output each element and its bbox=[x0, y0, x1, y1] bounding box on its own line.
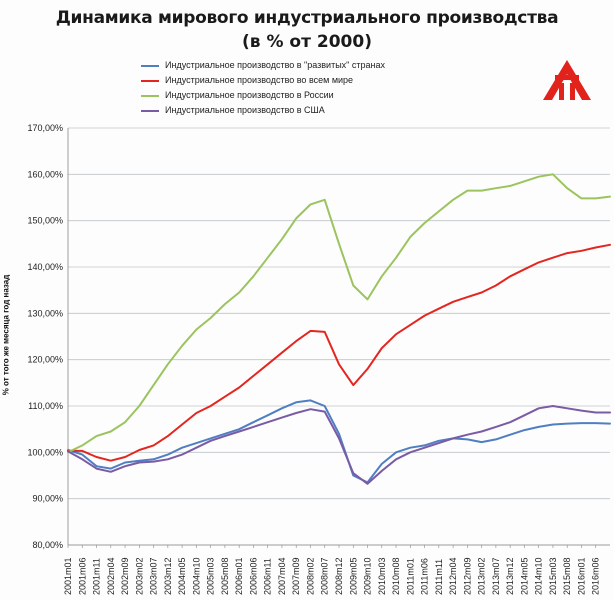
x-tick-label: 2001m11 bbox=[92, 558, 102, 595]
x-tick-label: 2008m12 bbox=[334, 557, 344, 595]
y-tick-label: 90,00% bbox=[32, 494, 63, 504]
y-tick-label: 100,00% bbox=[27, 447, 63, 457]
legend-label-world: Индустриальное производство во всем мире bbox=[165, 75, 354, 85]
x-tick-label: 2007m09 bbox=[291, 557, 301, 595]
x-tick-label: 2003m12 bbox=[163, 557, 173, 595]
x-tick-label: 2010m08 bbox=[391, 557, 401, 595]
x-tick-label: 2004m10 bbox=[191, 557, 201, 595]
x-tick-label: 2011m06 bbox=[420, 558, 430, 595]
x-tick-label: 2003m02 bbox=[134, 557, 144, 595]
x-tick-label: 2008m07 bbox=[320, 557, 330, 595]
series-line-3 bbox=[67, 405, 611, 485]
x-tick-label: 2009m05 bbox=[348, 557, 358, 595]
legend-item-usa: Индустриальное производство в США bbox=[141, 103, 385, 118]
y-tick-label: 150,00% bbox=[27, 216, 63, 226]
legend-swatch-world bbox=[141, 80, 159, 82]
y-tick-label: 170,00% bbox=[27, 123, 63, 133]
x-tick-label: 2016m01 bbox=[576, 557, 586, 595]
x-tick-label: 2001m06 bbox=[77, 557, 87, 595]
chart-series bbox=[67, 173, 611, 485]
x-tick-label: 2007m04 bbox=[277, 557, 287, 595]
x-tick-label: 2013m07 bbox=[491, 557, 501, 595]
x-tick-label: 2015m08 bbox=[562, 557, 572, 595]
y-tick-label: 140,00% bbox=[27, 262, 63, 272]
x-tick-label: 2016m06 bbox=[591, 557, 601, 595]
legend-item-developed: Индустриальное производство в "развитых"… bbox=[141, 58, 385, 73]
x-tick-label: 2009m10 bbox=[363, 557, 373, 595]
legend-label-usa: Индустриальное производство в США bbox=[165, 105, 325, 115]
y-tick-label: 160,00% bbox=[27, 169, 63, 179]
x-tick-label: 2003m07 bbox=[149, 557, 159, 595]
x-tick-label: 2012m09 bbox=[462, 557, 472, 595]
chart-title-line-1: Динамика мирового индустриального произв… bbox=[55, 8, 559, 28]
x-tick-label: 2002m04 bbox=[106, 557, 116, 595]
x-tick-label: 2011m11 bbox=[434, 559, 444, 595]
x-tick-label: 2001m01 bbox=[63, 557, 73, 595]
x-tick-label: 2006m01 bbox=[234, 557, 244, 595]
company-logo-icon bbox=[543, 60, 591, 100]
x-tick-label: 2014m05 bbox=[519, 557, 529, 595]
x-tick-label: 2006m11 bbox=[263, 558, 273, 595]
x-axis-tick-labels: 2001m01 2001m06 2001m11 2002m04 2002m09 2003m… bbox=[63, 557, 601, 595]
legend-label-russia: Индустриальное производство в России bbox=[165, 90, 334, 100]
legend-swatch-russia bbox=[141, 95, 159, 97]
legend-item-world: Индустриальное производство во всем мире bbox=[141, 73, 385, 88]
series-line-2 bbox=[67, 173, 611, 454]
x-tick-label: 2013m02 bbox=[477, 557, 487, 595]
legend-label-developed: Индустриальное производство в "развитых"… bbox=[165, 60, 385, 70]
x-tick-label: 2014m10 bbox=[534, 557, 544, 595]
legend-item-russia: Индустриальное производство в России bbox=[141, 88, 385, 103]
chart-legend: Индустриальное производство в "развитых"… bbox=[141, 58, 385, 118]
y-tick-label: 110,00% bbox=[28, 401, 63, 411]
series-line-0 bbox=[67, 399, 611, 484]
y-axis-tick-labels: 80,00% 90,00% 100,00% 110,00% 120,00% 130,00%… bbox=[27, 123, 63, 550]
y-axis-label: % от того же месяца год назад bbox=[1, 274, 11, 396]
x-tick-label: 2006m06 bbox=[248, 557, 258, 595]
series-line-1 bbox=[67, 243, 611, 462]
x-tick-label: 2005m08 bbox=[220, 557, 230, 595]
x-tick-label: 2004m05 bbox=[177, 557, 187, 595]
x-tick-label: 2012m04 bbox=[448, 557, 458, 595]
y-tick-label: 80,00% bbox=[32, 540, 63, 550]
x-tick-label: 2002m09 bbox=[120, 557, 130, 595]
y-tick-label: 120,00% bbox=[27, 355, 63, 365]
legend-swatch-usa bbox=[141, 110, 159, 112]
x-tick-label: 2008m02 bbox=[305, 557, 315, 595]
y-tick-label: 130,00% bbox=[27, 308, 63, 318]
legend-swatch-developed bbox=[141, 65, 159, 67]
chart-title-line-2: (в % от 2000) bbox=[242, 32, 372, 52]
x-tick-label: 2015m03 bbox=[548, 557, 558, 595]
x-tick-label: 2005m03 bbox=[206, 557, 216, 595]
x-tick-label: 2011m01 bbox=[405, 558, 415, 595]
chart-grid bbox=[67, 127, 610, 548]
x-tick-label: 2010m03 bbox=[377, 557, 387, 595]
x-tick-label: 2013m12 bbox=[505, 557, 515, 595]
